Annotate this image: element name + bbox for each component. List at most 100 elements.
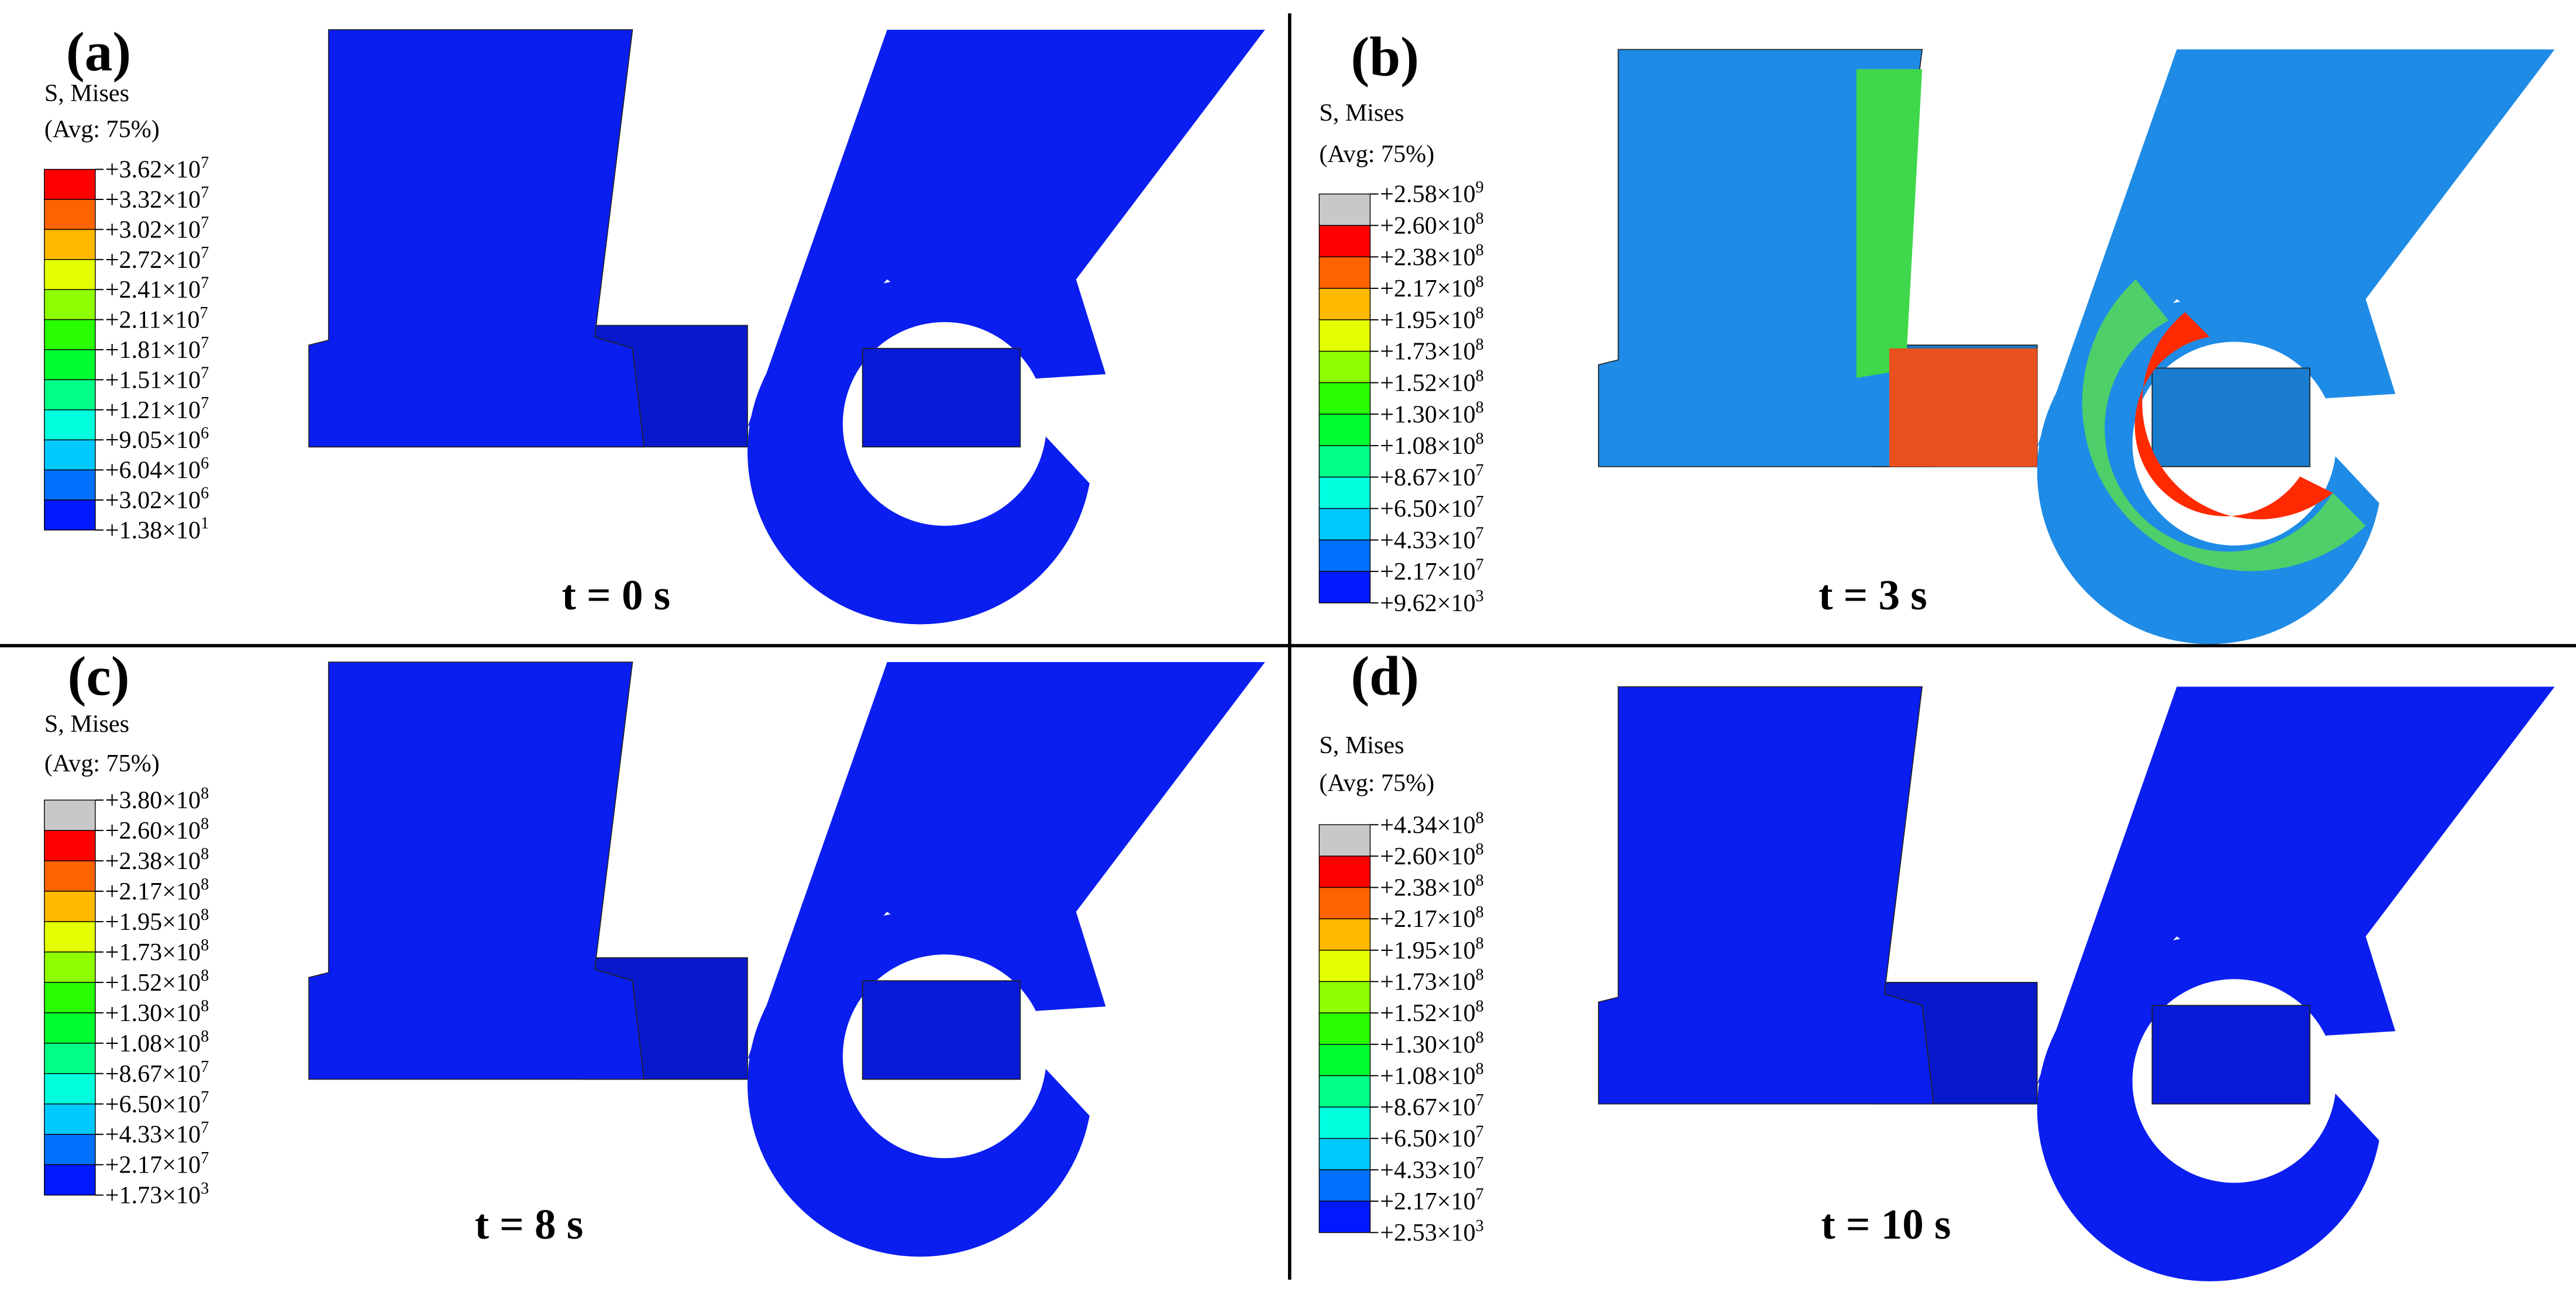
legend-title: S, Mises: [1319, 99, 1404, 127]
legend-label: +4.34×108: [1380, 809, 1483, 839]
legend-label: +3.62×107: [105, 154, 209, 184]
legend-label: +1.52×108: [1380, 367, 1483, 397]
legend-exponent: 6: [201, 424, 209, 442]
legend-mantissa: +1.51×10: [105, 366, 201, 394]
legend-label: +1.73×108: [1380, 966, 1483, 996]
legend-swatch: [44, 349, 96, 381]
legend-label: +6.50×107: [1380, 493, 1483, 523]
legend-title: S, Mises: [1319, 732, 1404, 759]
legend-mantissa: +2.38×10: [1380, 243, 1475, 271]
legend-mantissa: +4.33×10: [1380, 1156, 1475, 1184]
model-a: [308, 29, 1266, 625]
legend-mantissa: +2.53×10: [1380, 1219, 1475, 1247]
legend-mantissa: +2.41×10: [105, 276, 201, 304]
legend-exponent: 7: [1476, 556, 1484, 574]
legend-swatch: [1318, 571, 1371, 604]
legend-label: +1.30×108: [1380, 1029, 1483, 1058]
legend-swatch: [44, 1133, 96, 1166]
legend-label: +1.21×107: [105, 394, 209, 424]
legend-mantissa: +2.60×10: [105, 817, 201, 844]
legend-exponent: 7: [1476, 1123, 1484, 1141]
legend-swatch: [1318, 256, 1371, 289]
legend-exponent: 8: [1476, 336, 1484, 354]
legend-label: +1.95×108: [1380, 304, 1483, 334]
legend-mantissa: +6.50×10: [105, 1091, 201, 1118]
time-label: t = 8 s: [475, 1201, 584, 1248]
legend-mantissa: +1.52×10: [1380, 999, 1475, 1027]
time-label: t = 0 s: [562, 571, 670, 619]
legend-swatch: [1318, 445, 1371, 478]
legend-exponent: 8: [1476, 273, 1484, 291]
legend-exponent: 7: [1476, 525, 1484, 543]
legend-exponent: 7: [201, 1149, 209, 1167]
legend-mantissa: +9.05×10: [105, 426, 201, 454]
legend-swatch: [1318, 824, 1371, 857]
legend-exponent: 8: [201, 784, 209, 802]
legend-swatch: [44, 289, 96, 320]
legend-title: S, Mises: [44, 710, 129, 737]
legend-swatch: [1318, 981, 1371, 1013]
legend-label: +1.08×108: [1380, 1060, 1483, 1090]
panel-label: (a): [66, 21, 131, 83]
legend-mantissa: +1.38×10: [105, 516, 201, 544]
legend-label: +1.08×108: [105, 1027, 209, 1057]
legend-swatch: [1318, 194, 1371, 226]
legend-mantissa: +8.67×10: [1380, 464, 1475, 491]
legend-label: +1.95×108: [1380, 935, 1483, 964]
legend-label: +2.38×108: [1380, 241, 1483, 271]
legend-mantissa: +1.95×10: [1380, 306, 1475, 334]
legend-mantissa: +1.73×10: [105, 1182, 201, 1209]
legend-mantissa: +1.30×10: [1380, 1031, 1475, 1058]
legend-exponent: 9: [1476, 178, 1484, 196]
stress-hotspot: [1889, 348, 2037, 467]
legend-label: +2.60×108: [105, 815, 209, 844]
legend-label: +2.60×108: [1380, 210, 1483, 240]
legend-swatch: [1318, 477, 1371, 509]
legend-swatch: [44, 199, 96, 230]
legend-label: +6.04×106: [105, 454, 209, 484]
model-body: [1597, 49, 2556, 645]
legend-exponent: 8: [201, 936, 209, 954]
legend-mantissa: +8.67×10: [1380, 1094, 1475, 1121]
legend-label: +3.80×108: [105, 784, 209, 814]
legend-swatch: [1318, 1201, 1371, 1233]
legend-mantissa: +1.08×10: [105, 1030, 201, 1057]
legend-mantissa: +9.62×10: [1380, 589, 1475, 617]
legend-swatch: [1318, 1012, 1371, 1045]
legend-exponent: 7: [1476, 493, 1484, 511]
time-label: t = 3 s: [1819, 571, 1927, 619]
legend-exponent: 7: [200, 304, 208, 322]
legend-label: +2.11×107: [105, 304, 208, 334]
legend-exponent: 1: [201, 515, 209, 533]
legend-swatch: [44, 469, 96, 501]
legend-mantissa: +6.50×10: [1380, 1125, 1475, 1153]
legend-swatch: [1318, 319, 1371, 352]
legend-swatch: [1318, 1044, 1371, 1077]
legend-label: +2.41×107: [105, 274, 209, 304]
legend-exponent: 8: [1476, 809, 1484, 827]
legend-exponent: 7: [201, 184, 209, 202]
legend-mantissa: +1.08×10: [1380, 1062, 1475, 1089]
legend-mantissa: +2.60×10: [1380, 212, 1475, 240]
legend-exponent: 8: [1476, 398, 1484, 416]
legend-swatch: [44, 319, 96, 350]
legend-swatch: [44, 1073, 96, 1105]
legend-avg: (Avg: 75%): [1319, 770, 1434, 797]
legend-swatch: [44, 1104, 96, 1135]
legend-exponent: 8: [201, 906, 209, 924]
legend-exponent: 7: [201, 244, 209, 262]
legend-mantissa: +3.02×10: [105, 216, 201, 243]
legend-label: +2.17×108: [1380, 903, 1483, 933]
legend-mantissa: +2.38×10: [1380, 874, 1475, 902]
legend-exponent: 8: [1476, 1029, 1484, 1047]
legend-exponent: 7: [201, 214, 209, 232]
legend-exponent: 7: [201, 1088, 209, 1106]
legend-exponent: 8: [1476, 903, 1484, 921]
legend-exponent: 8: [201, 875, 209, 894]
legend-mantissa: +2.60×10: [1380, 843, 1475, 870]
legend-label: +2.38×108: [1380, 872, 1483, 902]
legend-label: +1.08×108: [1380, 430, 1483, 460]
legend-exponent: 8: [1476, 304, 1484, 322]
legend-exponent: 6: [201, 454, 209, 473]
